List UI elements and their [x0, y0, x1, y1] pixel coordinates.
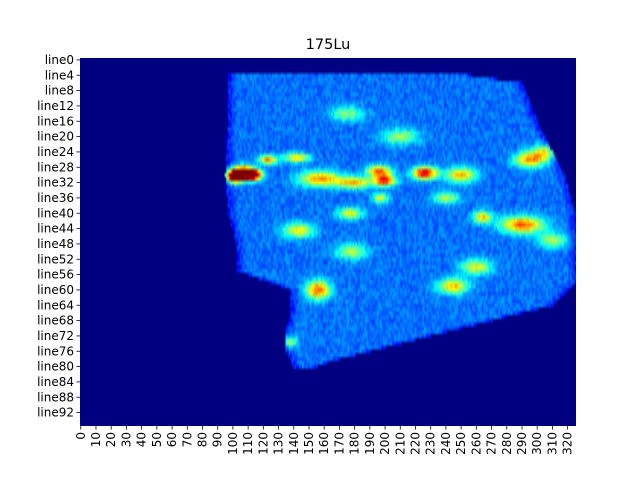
y-tick-label: line40	[37, 206, 74, 220]
x-tick-label: 250	[454, 432, 468, 455]
y-tick-label: line4	[45, 68, 74, 82]
x-axis: 0 10 20 30 40 50 60 70 80 90 100 110 120 130 140 150 160…	[74, 426, 575, 455]
y-tick-label: line60	[37, 283, 74, 297]
x-tick-label: 220	[408, 432, 422, 455]
x-tick-label: 80	[195, 432, 209, 447]
y-tick-label: line52	[37, 252, 74, 266]
y-tick-label: line64	[37, 298, 74, 312]
x-tick-label: 20	[104, 432, 118, 447]
x-tick-label: 270	[485, 432, 499, 455]
y-tick-label: line84	[37, 375, 74, 389]
x-tick-label: 160	[317, 432, 331, 455]
x-tick-label: 10	[89, 432, 103, 447]
x-tick-label: 170	[332, 432, 346, 455]
y-tick-label: line0	[45, 53, 74, 67]
x-tick-label: 320	[561, 432, 575, 455]
x-tick-label: 0	[74, 432, 88, 440]
x-tick-label: 140	[287, 432, 301, 455]
y-axis: line0line4line8line12line16line20line24l…	[37, 53, 80, 420]
x-tick-label: 90	[211, 432, 225, 447]
x-tick-label: 30	[119, 432, 133, 447]
heatmap-cells	[80, 58, 576, 426]
x-tick-label: 300	[530, 432, 544, 455]
y-tick-label: line88	[37, 390, 74, 404]
x-tick-label: 190	[363, 432, 377, 455]
y-tick-label: line12	[37, 99, 74, 113]
x-tick-label: 310	[545, 432, 559, 455]
y-tick-label: line16	[37, 114, 74, 128]
x-tick-label: 40	[135, 432, 149, 447]
x-tick-label: 130	[272, 432, 286, 455]
y-tick-label: line56	[37, 268, 74, 282]
x-tick-label: 110	[241, 432, 255, 455]
y-tick-label: line36	[37, 191, 74, 205]
y-tick-label: line72	[37, 329, 74, 343]
x-tick-label: 280	[500, 432, 514, 455]
y-tick-label: line92	[37, 406, 74, 420]
x-tick-label: 260	[469, 432, 483, 455]
x-tick-label: 210	[393, 432, 407, 455]
x-tick-label: 120	[256, 432, 270, 455]
y-tick-label: line80	[37, 360, 74, 374]
y-tick-label: line76	[37, 344, 74, 358]
y-tick-label: line44	[37, 222, 74, 236]
x-tick-label: 180	[348, 432, 362, 455]
x-tick-label: 100	[226, 432, 240, 455]
y-tick-label: line68	[37, 314, 74, 328]
y-tick-label: line32	[37, 176, 74, 190]
y-tick-label: line8	[45, 84, 74, 98]
y-tick-label: line28	[37, 160, 74, 174]
x-tick-label: 230	[424, 432, 438, 455]
heatmap-area	[80, 58, 576, 426]
x-tick-label: 50	[150, 432, 164, 447]
x-tick-label: 60	[165, 432, 179, 447]
y-tick-label: line20	[37, 130, 74, 144]
y-tick-label: line24	[37, 145, 74, 159]
x-tick-label: 290	[515, 432, 529, 455]
x-tick-label: 150	[302, 432, 316, 455]
x-tick-label: 240	[439, 432, 453, 455]
y-tick-label: line48	[37, 237, 74, 251]
x-tick-label: 70	[180, 432, 194, 447]
chart-title: 175Lu	[306, 37, 351, 53]
x-tick-label: 200	[378, 432, 392, 455]
